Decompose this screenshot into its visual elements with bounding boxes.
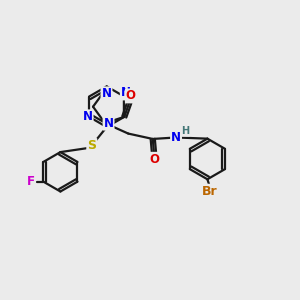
Text: Br: Br (202, 185, 217, 198)
Text: N: N (121, 86, 131, 100)
Text: H: H (181, 126, 189, 136)
Text: N: N (171, 131, 181, 144)
Text: N: N (103, 117, 114, 130)
Text: O: O (126, 89, 136, 103)
Text: O: O (149, 153, 159, 166)
Text: N: N (101, 87, 112, 101)
Text: F: F (27, 175, 35, 188)
Text: S: S (87, 139, 96, 152)
Text: N: N (82, 110, 93, 123)
